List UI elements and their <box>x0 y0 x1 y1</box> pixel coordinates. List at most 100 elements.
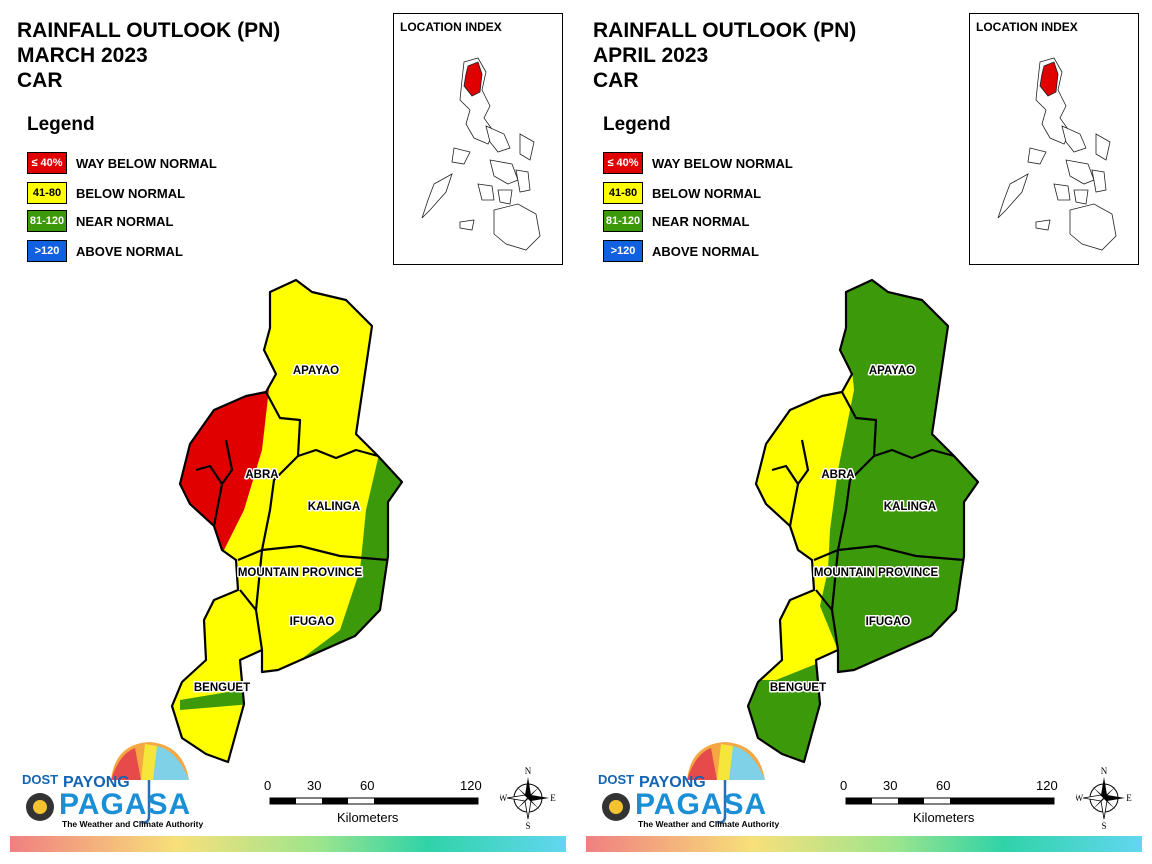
compass-rose-icon: N S E W <box>1075 765 1133 831</box>
scale-tick: 60 <box>936 778 951 793</box>
scale-unit: Kilometers <box>913 810 975 825</box>
title-line-3: CAR <box>593 69 639 92</box>
philippines-outline-icon <box>997 57 1117 251</box>
location-index-inset: LOCATION INDEX <box>969 13 1139 265</box>
outlook-panel-april: RAINFALL OUTLOOK (PN) APRIL 2023 CAR Leg… <box>576 0 1152 864</box>
below-normal-zone <box>172 280 402 762</box>
scale-bar: 0 30 60 120 Kilometers <box>838 778 1068 828</box>
province-label-kalinga: KALINGA <box>308 501 360 513</box>
inset-title: LOCATION INDEX <box>400 20 502 34</box>
legend-swatch: 41-80 <box>603 182 643 204</box>
legend-label: WAY BELOW NORMAL <box>76 155 217 171</box>
province-label-kalinga: KALINGA <box>884 501 936 513</box>
province-label-abra: ABRA <box>821 469 854 481</box>
scale-unit: Kilometers <box>337 810 399 825</box>
logo-dost: DOST <box>598 772 635 787</box>
legend-item-near: 81-120 NEAR NORMAL <box>603 209 750 233</box>
province-label-abra: ABRA <box>245 469 278 481</box>
scale-tick: 30 <box>883 778 898 793</box>
footer-gradient-bar <box>10 836 566 852</box>
legend-swatch: 81-120 <box>603 210 643 232</box>
province-label-mountain-province: MOUNTAIN PROVINCE <box>814 567 939 579</box>
title-line-1: RAINFALL OUTLOOK (PN) <box>593 19 857 42</box>
pagasa-logo: DOST PAYONG PAGASA The Weather and Clima… <box>591 740 779 832</box>
title-line-2: MARCH 2023 <box>17 44 148 67</box>
inset-title: LOCATION INDEX <box>976 20 1078 34</box>
scale-bar-graphic <box>845 797 1055 805</box>
legend-title: Legend <box>603 114 671 135</box>
scale-bar-graphic <box>269 797 479 805</box>
footer-gradient-bar <box>586 836 1142 852</box>
philippines-outline-icon <box>421 57 541 251</box>
province-label-apayao: APAYAO <box>869 365 915 377</box>
province-label-benguet: BENGUET <box>770 682 826 694</box>
compass-e: E <box>1126 793 1132 803</box>
logo-payong: PAYONG <box>639 774 706 791</box>
compass-rose-icon: N S E W <box>499 765 557 831</box>
legend-item-above: >120 ABOVE NORMAL <box>27 239 183 263</box>
outlook-panel-march: RAINFALL OUTLOOK (PN) MARCH 2023 CAR Leg… <box>10 13 566 852</box>
umbrella-icon <box>26 742 189 824</box>
legend-label: ABOVE NORMAL <box>652 243 759 259</box>
province-label-ifugao: IFUGAO <box>866 616 911 628</box>
legend-swatch: 81-120 <box>27 210 67 232</box>
logo-pagasa: PAGASA <box>59 788 192 821</box>
location-index-inset: LOCATION INDEX <box>393 13 563 265</box>
title-line-1: RAINFALL OUTLOOK (PN) <box>17 19 281 42</box>
legend-title: Legend <box>27 114 95 135</box>
legend-item-near: 81-120 NEAR NORMAL <box>27 209 174 233</box>
legend-label: BELOW NORMAL <box>76 185 186 201</box>
legend-swatch: >120 <box>603 240 643 262</box>
compass-n: N <box>525 766 532 776</box>
legend-item-above: >120 ABOVE NORMAL <box>603 239 759 263</box>
car-province-map: APAYAO ABRA KALINGA MOUNTAIN PROVINCE IF… <box>746 278 980 764</box>
compass-s: S <box>1101 821 1106 831</box>
province-label-ifugao: IFUGAO <box>290 616 335 628</box>
compass-n: N <box>1101 766 1108 776</box>
legend-label: BELOW NORMAL <box>652 185 762 201</box>
legend-item-way-below: ≤ 40% WAY BELOW NORMAL <box>27 151 217 175</box>
legend-label: NEAR NORMAL <box>76 213 174 229</box>
title-line-2: APRIL 2023 <box>593 44 709 67</box>
scale-bar: 0 30 60 120 Kilometers <box>262 778 492 828</box>
panel-title: RAINFALL OUTLOOK (PN) MARCH 2023 CAR <box>17 18 280 93</box>
legend-item-below: 41-80 BELOW NORMAL <box>27 181 185 205</box>
province-label-apayao: APAYAO <box>293 365 339 377</box>
legend-label: ABOVE NORMAL <box>76 243 183 259</box>
compass-graphic: N S E W <box>499 766 557 831</box>
legend-swatch: >120 <box>27 240 67 262</box>
logo-tagline: The Weather and Climate Authority <box>62 819 204 829</box>
title-line-3: CAR <box>17 69 63 92</box>
province-label-benguet: BENGUET <box>194 682 250 694</box>
logo-payong: PAYONG <box>63 774 130 791</box>
car-highlight <box>463 61 483 97</box>
car-province-map: APAYAO ABRA KALINGA MOUNTAIN PROVINCE IF… <box>170 278 404 764</box>
legend-label: WAY BELOW NORMAL <box>652 155 793 171</box>
scale-tick: 0 <box>264 778 272 793</box>
logo-pagasa: PAGASA <box>635 788 768 821</box>
compass-e: E <box>550 793 556 803</box>
legend-item-below: 41-80 BELOW NORMAL <box>603 181 761 205</box>
scale-tick: 30 <box>307 778 322 793</box>
scale-tick: 120 <box>460 778 482 793</box>
compass-graphic: N S E W <box>1075 766 1133 831</box>
panel-title: RAINFALL OUTLOOK (PN) APRIL 2023 CAR <box>593 18 856 93</box>
near-normal-zone <box>748 280 978 762</box>
logo-dost: DOST <box>22 772 59 787</box>
legend-swatch: ≤ 40% <box>27 152 67 174</box>
umbrella-icon <box>602 742 765 824</box>
scale-tick: 0 <box>840 778 848 793</box>
legend-item-way-below: ≤ 40% WAY BELOW NORMAL <box>603 151 793 175</box>
compass-s: S <box>525 821 530 831</box>
compass-w: W <box>500 793 508 803</box>
province-label-mountain-province: MOUNTAIN PROVINCE <box>238 567 363 579</box>
car-highlight <box>1039 61 1059 97</box>
logo-tagline: The Weather and Climate Authority <box>638 819 780 829</box>
pagasa-logo: DOST PAYONG PAGASA The Weather and Clima… <box>15 740 203 832</box>
legend-swatch: 41-80 <box>27 182 67 204</box>
scale-tick: 60 <box>360 778 375 793</box>
legend-label: NEAR NORMAL <box>652 213 750 229</box>
legend-swatch: ≤ 40% <box>603 152 643 174</box>
scale-tick: 120 <box>1036 778 1058 793</box>
compass-w: W <box>1076 793 1084 803</box>
